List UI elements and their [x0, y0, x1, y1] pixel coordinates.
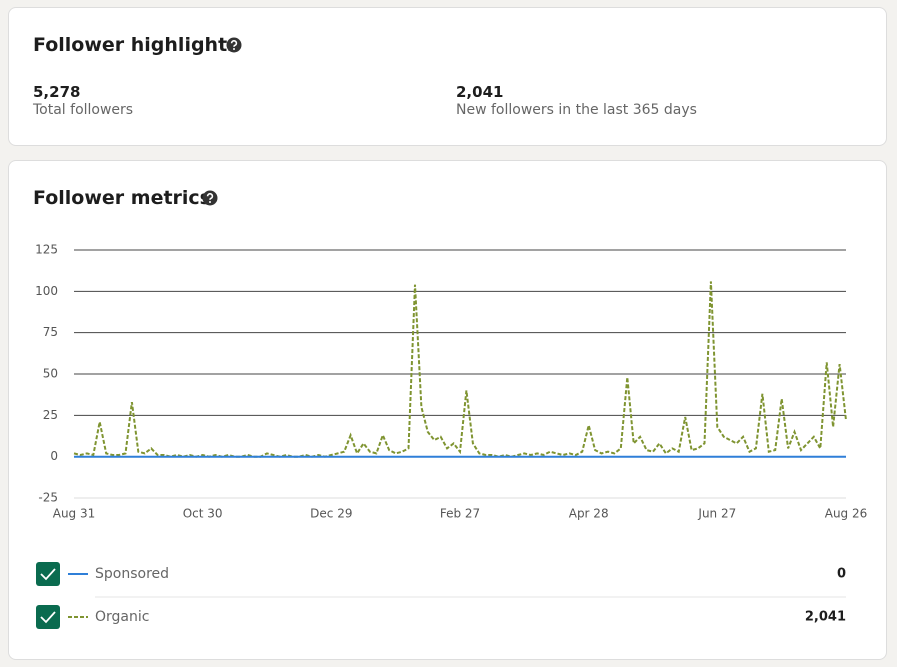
stat-value: 5,278 — [33, 83, 81, 101]
stat-label: Total followers — [33, 102, 134, 118]
y-tick-label: 75 — [43, 325, 58, 339]
y-tick-label: 25 — [43, 408, 58, 422]
legend-checkbox[interactable] — [36, 562, 60, 586]
x-tick-label: Oct 30 — [183, 507, 223, 521]
legend-label: Sponsored — [95, 566, 169, 582]
y-tick-label: -25 — [38, 491, 58, 505]
x-tick-label: Aug 26 — [825, 507, 868, 521]
highlights-title: Follower highlights — [33, 34, 239, 56]
stat: 2,041 New followers in the last 365 days — [456, 83, 697, 118]
x-tick-label: Apr 28 — [569, 507, 609, 521]
x-tick-label: Aug 31 — [53, 507, 96, 521]
y-tick-label: 50 — [43, 367, 58, 381]
checkmark — [40, 568, 56, 581]
legend-total: 0 — [837, 567, 846, 582]
stat-label: New followers in the last 365 days — [456, 102, 697, 118]
help-icon[interactable] — [226, 37, 242, 53]
legend-total: 2,041 — [805, 610, 846, 625]
series-line — [73, 281, 847, 458]
y-tick-label: 125 — [35, 243, 58, 257]
stat-value: 2,041 — [456, 83, 504, 101]
stat: 5,278 Total followers — [33, 83, 133, 118]
x-tick-label: Jun 27 — [697, 507, 736, 521]
highlights-card: Follower highlights 5,278 Total follower… — [8, 7, 887, 146]
x-tick-label: Feb 27 — [440, 507, 480, 521]
y-tick-label: 100 — [35, 284, 58, 298]
legend-label: Organic — [95, 609, 149, 625]
chart-title: Follower metrics — [33, 187, 211, 209]
checkmark — [40, 611, 56, 624]
x-tick-label: Dec 29 — [310, 507, 352, 521]
y-tick-label: 0 — [50, 449, 58, 463]
help-icon[interactable] — [202, 190, 218, 206]
legend-checkbox[interactable] — [36, 605, 60, 629]
metrics-card: Follower metrics — [8, 160, 887, 660]
